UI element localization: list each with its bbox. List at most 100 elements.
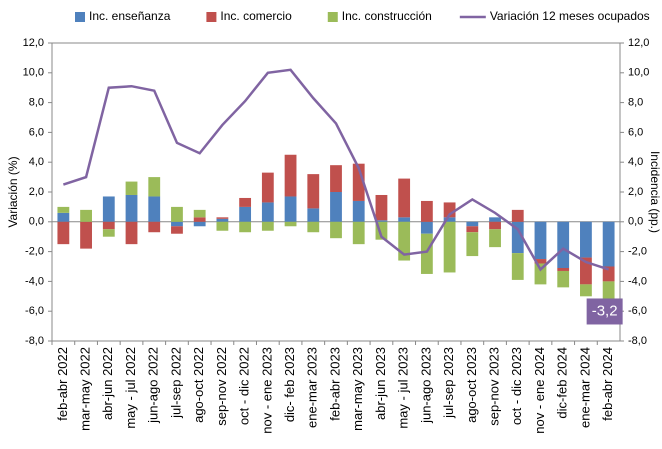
- bar: [489, 229, 501, 248]
- bar: [352, 200, 365, 222]
- y-tick-label: 0,0: [29, 216, 44, 228]
- bar: [171, 226, 183, 234]
- x-tick-label: ene-mar 2023: [305, 347, 320, 428]
- y2-tick-label: 2,0: [628, 186, 643, 198]
- bar: [489, 221, 501, 230]
- bar: [307, 174, 320, 209]
- bar: [57, 212, 70, 222]
- y-tick-label: 12,0: [23, 37, 44, 49]
- x-tick-label: ago-oct 2022: [191, 347, 206, 423]
- bar: [125, 194, 138, 222]
- bar: [102, 221, 115, 230]
- y-tick-label: 6,0: [29, 126, 44, 138]
- y-tick-label: -6,0: [25, 305, 44, 317]
- y-tick-label: 2,0: [29, 186, 44, 198]
- bar: [420, 200, 433, 222]
- bar: [284, 196, 297, 222]
- x-tick-label: ene-mar 2024: [577, 347, 592, 428]
- bar: [580, 221, 592, 258]
- bar: [420, 221, 433, 234]
- y2-tick-label: 8,0: [628, 97, 643, 109]
- x-tick-label: sep-nov 2022: [214, 347, 229, 426]
- x-tick-label: oct - dic 2023: [509, 347, 524, 425]
- bar: [466, 232, 479, 257]
- bar: [148, 196, 161, 222]
- bar: [80, 209, 92, 222]
- line: [62, 68, 610, 272]
- x-tick-label: feb-abr 2023: [327, 347, 342, 421]
- bar: [511, 209, 524, 222]
- y-tick-label: 10,0: [23, 67, 44, 79]
- bar: [580, 257, 592, 285]
- bar: [534, 263, 547, 285]
- bar: [171, 221, 183, 227]
- legend-item: Inc. construcción: [327, 9, 432, 23]
- x-tick-label: feb-abr 2022: [55, 347, 70, 421]
- bar: [602, 266, 615, 282]
- bar: [557, 221, 570, 268]
- x-tick-label: feb-abr 2024: [600, 347, 615, 421]
- bar: [239, 221, 252, 233]
- y-tick-label: -4,0: [25, 275, 44, 287]
- bar: [443, 202, 456, 218]
- bar: [511, 221, 524, 254]
- bar: [261, 202, 274, 222]
- y2-tick-label: 0,0: [628, 216, 643, 228]
- bar: [80, 221, 92, 249]
- x-tick-label: jun-ago 2022: [146, 347, 161, 424]
- bar: [398, 178, 411, 218]
- legend-item: Inc. comercio: [206, 9, 292, 23]
- bar: [420, 233, 433, 274]
- x-tick-label: dic- feb 2023: [282, 347, 297, 422]
- bar: [375, 194, 388, 221]
- y2-tick-label: -2,0: [628, 246, 647, 258]
- x-tick-label: mar-may 2022: [78, 347, 93, 431]
- bar: [375, 220, 388, 222]
- y-tick-label: -8,0: [25, 335, 44, 347]
- bar: [375, 221, 388, 240]
- x-tick-label: jun-ago 2023: [418, 347, 433, 424]
- bar: [57, 221, 70, 245]
- bar: [557, 267, 570, 271]
- legend-item: Inc. enseñanza: [75, 9, 171, 23]
- bar: [511, 253, 524, 280]
- y2-tick-label: -8,0: [628, 335, 647, 347]
- bar: [216, 218, 229, 222]
- bar: [239, 206, 252, 222]
- bar: [466, 226, 479, 233]
- bar: [261, 221, 274, 231]
- bar: [284, 154, 297, 197]
- bar: [239, 197, 252, 207]
- bar: [352, 221, 365, 245]
- bar: [307, 208, 320, 222]
- bar: [171, 206, 183, 222]
- legend-label: Inc. enseñanza: [89, 9, 171, 23]
- bar: [534, 259, 547, 264]
- value-label: -3,2: [592, 302, 618, 319]
- x-tick-label: ago-oct 2023: [464, 347, 479, 423]
- legend-swatch: [327, 12, 338, 22]
- legend-swatch: [75, 12, 85, 22]
- bar: [148, 221, 161, 233]
- bar: [466, 221, 479, 227]
- x-tick-label: nov - ene 2024: [532, 347, 547, 434]
- bar: [534, 221, 547, 260]
- x-tick-label: mar-may 2023: [350, 347, 365, 431]
- bar: [193, 221, 206, 227]
- y-axis-title: Variación (%): [6, 156, 20, 227]
- bar: [557, 270, 570, 288]
- y2-tick-label: 6,0: [628, 126, 643, 138]
- bar: [284, 221, 297, 227]
- bar: [489, 217, 501, 222]
- bar: [102, 196, 115, 222]
- bar: [330, 221, 342, 239]
- x-tick-label: abr-jun 2023: [373, 347, 388, 420]
- legend-label: Variación 12 meses ocupados: [490, 9, 650, 23]
- bar: [102, 229, 115, 237]
- x-tick-label: sep-nov 2023: [486, 347, 501, 426]
- bar: [602, 281, 615, 300]
- y-tick-label: 4,0: [29, 156, 44, 168]
- bar: [216, 221, 229, 231]
